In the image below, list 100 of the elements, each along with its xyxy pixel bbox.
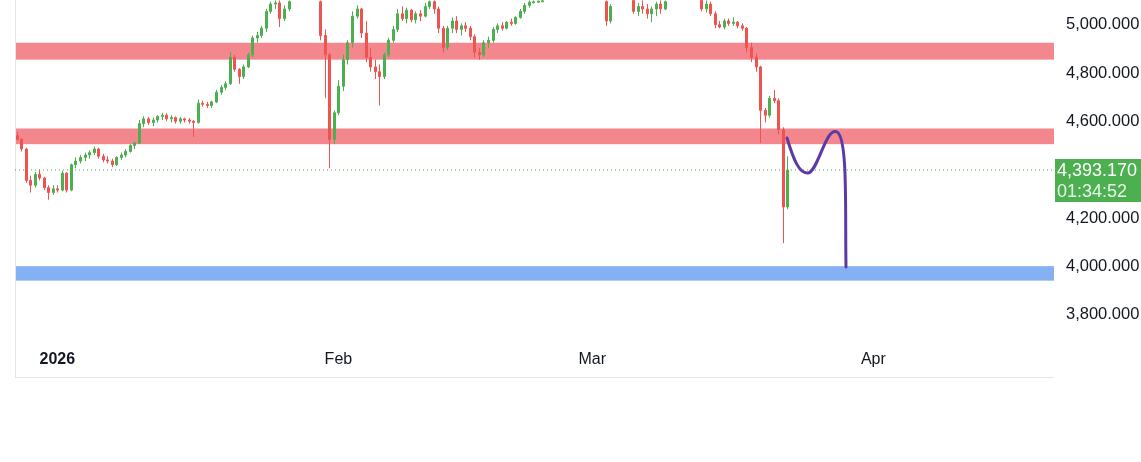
candlestick xyxy=(736,20,739,29)
candlestick xyxy=(532,0,535,5)
candlestick xyxy=(482,39,485,58)
candlestick xyxy=(129,143,132,154)
candlestick xyxy=(52,184,55,196)
candlestick xyxy=(220,84,223,96)
candlestick xyxy=(641,0,644,15)
candlestick xyxy=(510,18,513,27)
candlestick xyxy=(61,170,64,192)
candlestick xyxy=(138,119,141,145)
candlestick xyxy=(487,36,490,49)
candlestick xyxy=(659,0,662,15)
y-tick-label: 5,000.000 xyxy=(1066,14,1140,33)
candlestick xyxy=(274,0,277,10)
candlestick xyxy=(410,8,413,23)
candlestick xyxy=(278,0,281,28)
candlestick xyxy=(106,155,109,164)
candlestick xyxy=(152,117,155,127)
candlestick xyxy=(750,42,753,63)
candlestick xyxy=(514,15,517,26)
candlestick xyxy=(419,9,422,22)
candlestick xyxy=(732,16,735,27)
candlestick xyxy=(147,116,150,126)
candlestick xyxy=(229,51,232,86)
candlestick xyxy=(97,147,100,160)
candlestick xyxy=(197,99,200,125)
candlestick xyxy=(528,0,531,9)
candlestick xyxy=(206,101,209,109)
candlestick xyxy=(764,107,767,123)
candlestick xyxy=(537,0,540,4)
candlestick xyxy=(460,22,463,36)
candlestick xyxy=(727,18,730,27)
candlestick xyxy=(455,15,458,34)
x-tick-label: Apr xyxy=(860,349,887,367)
candlestick xyxy=(523,2,526,15)
y-tick-label: 4,800.000 xyxy=(1066,62,1140,81)
candlestick xyxy=(492,26,495,44)
candlestick xyxy=(124,148,127,158)
candlestick xyxy=(451,16,454,34)
candlestick xyxy=(215,89,218,104)
candlestick xyxy=(478,47,481,61)
candlestick xyxy=(156,114,159,123)
candlestick xyxy=(786,155,789,210)
candlestick xyxy=(709,1,712,17)
candlestick xyxy=(401,6,404,22)
candlestick xyxy=(768,95,771,119)
candlestick xyxy=(782,126,785,244)
candlestick xyxy=(446,25,449,51)
candlestick xyxy=(405,7,408,24)
candlestick xyxy=(632,0,635,15)
ref-line-label: 4,393.170 xyxy=(1057,159,1138,180)
candlestick xyxy=(192,119,195,138)
candlestick xyxy=(464,21,467,33)
candlestick xyxy=(65,171,68,193)
candlestick xyxy=(505,20,508,30)
candlestick xyxy=(664,0,667,11)
candlestick xyxy=(242,63,245,80)
candlestick xyxy=(356,4,359,20)
y-tick-label: 4,600.000 xyxy=(1066,111,1140,130)
candlestick xyxy=(723,18,726,30)
candlestick xyxy=(111,158,114,168)
x-tick-label: Mar xyxy=(578,349,607,367)
candlestick xyxy=(424,2,427,18)
candlestick xyxy=(120,152,123,161)
x-tick-label: Feb xyxy=(324,349,353,367)
candlestick xyxy=(102,153,105,163)
candlestick xyxy=(442,25,445,53)
candlestick xyxy=(378,63,381,107)
candlestick xyxy=(165,112,168,122)
candlestick xyxy=(700,0,703,12)
candlestick xyxy=(360,7,363,39)
candlestick xyxy=(210,100,213,109)
candlestick xyxy=(224,80,227,91)
candlestick xyxy=(93,146,96,156)
candlestick xyxy=(179,116,182,125)
candlestick xyxy=(84,152,87,162)
y-tick-label: 4,200.000 xyxy=(1066,207,1140,226)
candlestick xyxy=(170,114,173,123)
candlestick xyxy=(655,1,658,17)
candlestick xyxy=(88,149,91,160)
candlestick xyxy=(201,100,204,108)
candlestick xyxy=(260,25,263,39)
candlestick xyxy=(637,2,640,17)
candlestick xyxy=(650,6,653,23)
candlestick xyxy=(414,10,417,24)
candlestick xyxy=(161,112,164,121)
candlestick xyxy=(745,26,748,53)
candlestick xyxy=(605,0,608,27)
candlestick xyxy=(283,4,286,22)
candlestick xyxy=(56,184,59,193)
candlestick xyxy=(351,10,354,49)
candlestick xyxy=(705,0,708,14)
x-tick-label: 2026 xyxy=(39,349,76,367)
candlestick xyxy=(38,169,41,181)
candlestick xyxy=(319,0,322,41)
y-tick-label: 4,000.000 xyxy=(1066,255,1140,274)
candlestick xyxy=(233,54,236,73)
candlestick xyxy=(646,3,649,20)
candlestick xyxy=(183,117,186,123)
candlestick xyxy=(541,0,544,3)
